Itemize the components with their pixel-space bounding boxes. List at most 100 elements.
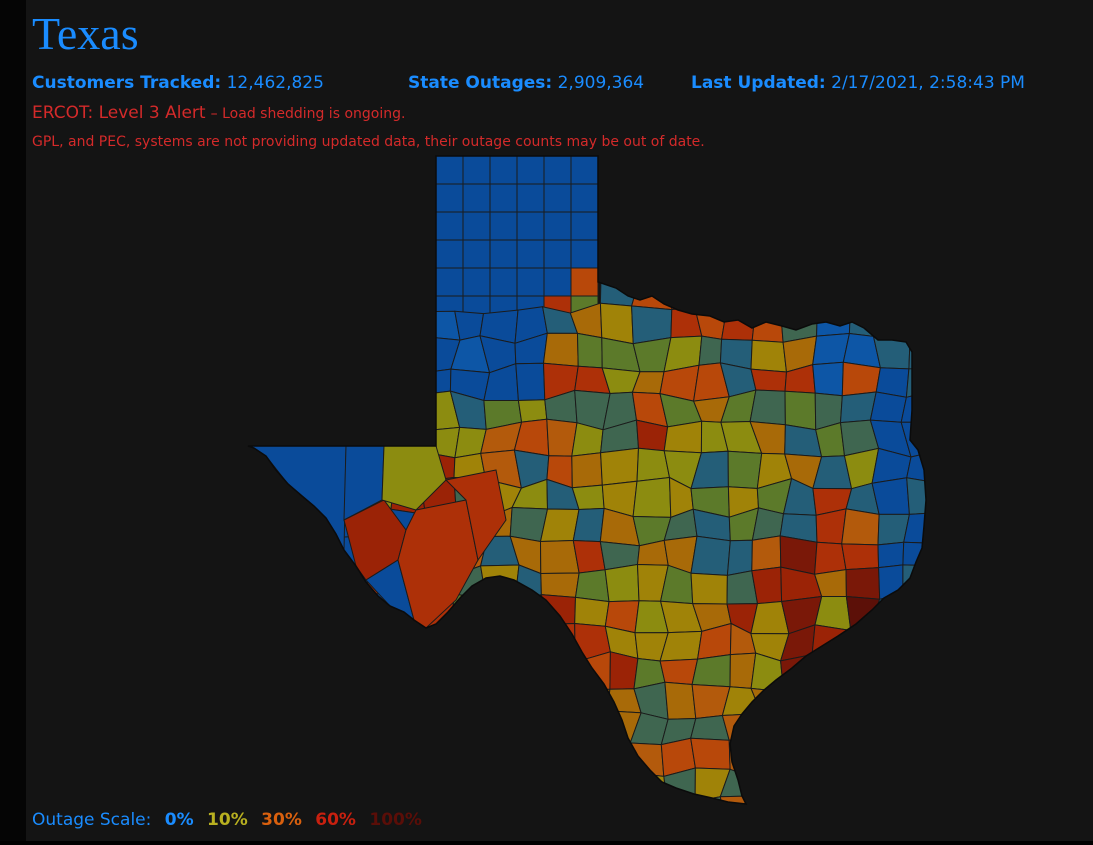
county[interactable] — [516, 211, 545, 241]
scale-step-10: 10% — [207, 810, 248, 830]
map-container — [26, 0, 1093, 845]
county[interactable] — [726, 539, 753, 577]
county[interactable] — [632, 476, 672, 518]
outage-page: Texas Customers Tracked: 12,462,825 Stat… — [26, 0, 1093, 841]
county[interactable] — [572, 539, 606, 574]
county[interactable] — [516, 239, 545, 269]
county[interactable] — [462, 267, 491, 297]
alert-level: ERCOT: Level 3 Alert — [32, 103, 206, 123]
county[interactable] — [691, 654, 731, 688]
county[interactable] — [719, 795, 760, 837]
county[interactable] — [690, 535, 731, 576]
county[interactable] — [543, 239, 572, 269]
texas-county-map[interactable] — [26, 0, 1093, 841]
last-updated-value: 2/17/2021, 2:58:43 PM — [831, 73, 1025, 93]
county[interactable] — [516, 183, 545, 213]
county[interactable] — [543, 211, 572, 241]
county[interactable] — [543, 267, 572, 297]
ercot-alert: ERCOT: Level 3 Alert – Load shedding is … — [32, 103, 405, 123]
county[interactable] — [599, 302, 634, 345]
county[interactable] — [543, 156, 572, 185]
scale-step-0: 0% — [164, 810, 194, 830]
county[interactable] — [841, 361, 881, 397]
left-gutter — [0, 0, 26, 841]
county[interactable] — [574, 569, 610, 603]
county[interactable] — [751, 566, 783, 605]
county[interactable] — [749, 389, 786, 426]
county[interactable] — [600, 447, 640, 486]
county[interactable] — [489, 211, 518, 241]
county[interactable] — [516, 267, 545, 297]
county[interactable] — [435, 211, 464, 241]
county[interactable] — [570, 239, 599, 269]
county[interactable] — [539, 508, 580, 543]
state-outages-value: 2,909,364 — [557, 73, 645, 93]
county[interactable] — [543, 183, 572, 213]
county[interactable] — [664, 681, 697, 720]
county[interactable] — [435, 239, 464, 269]
county[interactable] — [571, 452, 603, 489]
county[interactable] — [841, 508, 880, 546]
county[interactable] — [659, 658, 699, 686]
county[interactable] — [727, 450, 763, 490]
stale-data-note: GPL, and PEC, systems are not providing … — [32, 134, 705, 150]
county[interactable] — [540, 572, 580, 598]
county[interactable] — [690, 737, 731, 770]
county[interactable] — [609, 651, 639, 690]
county[interactable] — [489, 183, 518, 213]
page-title: Texas — [32, 8, 139, 59]
county[interactable] — [845, 567, 881, 600]
county[interactable] — [539, 539, 580, 575]
county[interactable] — [751, 535, 782, 572]
county[interactable] — [516, 156, 545, 185]
county[interactable] — [435, 267, 464, 297]
county[interactable] — [604, 563, 640, 603]
county[interactable] — [489, 156, 518, 185]
outage-scale: Outage Scale: 0% 10% 30% 60% 100% — [32, 810, 422, 830]
county[interactable] — [784, 390, 817, 431]
scale-step-60: 60% — [315, 810, 356, 830]
county[interactable] — [841, 543, 880, 571]
county[interactable] — [462, 156, 491, 185]
county[interactable] — [570, 183, 599, 213]
county[interactable] — [877, 541, 905, 569]
county[interactable] — [489, 267, 518, 297]
county[interactable] — [871, 477, 910, 515]
customers-tracked-stat: Customers Tracked: 12,462,825 — [32, 73, 324, 93]
county[interactable] — [462, 183, 491, 213]
scale-step-30: 30% — [261, 810, 302, 830]
county[interactable] — [698, 335, 723, 366]
county[interactable] — [690, 572, 728, 605]
last-updated-stat: Last Updated: 2/17/2021, 2:58:43 PM — [691, 73, 1025, 93]
county[interactable] — [574, 596, 610, 627]
outage-scale-label: Outage Scale: — [32, 810, 152, 830]
state-outages-label: State Outages: — [408, 73, 553, 93]
county[interactable] — [815, 508, 847, 545]
county[interactable] — [576, 332, 603, 369]
county[interactable] — [814, 541, 847, 575]
county[interactable] — [570, 211, 599, 241]
county[interactable] — [903, 511, 938, 544]
county[interactable] — [435, 183, 464, 213]
county[interactable] — [572, 507, 605, 543]
scale-step-100: 100% — [369, 810, 422, 830]
county[interactable] — [570, 156, 599, 185]
county[interactable] — [462, 211, 491, 241]
county[interactable] — [515, 362, 546, 402]
alert-detail: – Load shedding is ongoing. — [210, 106, 406, 122]
county[interactable] — [462, 239, 491, 269]
county[interactable] — [869, 391, 907, 423]
county[interactable] — [489, 239, 518, 269]
county[interactable] — [750, 339, 788, 373]
county[interactable] — [570, 267, 599, 297]
county[interactable] — [435, 156, 464, 185]
county[interactable] — [444, 469, 507, 562]
county[interactable] — [542, 332, 579, 367]
county[interactable] — [812, 361, 844, 397]
county[interactable] — [906, 477, 938, 515]
county[interactable] — [750, 368, 788, 392]
county[interactable] — [517, 399, 548, 423]
county[interactable] — [397, 499, 479, 629]
customers-tracked-value: 12,462,825 — [226, 73, 324, 93]
last-updated-label: Last Updated: — [691, 73, 826, 93]
